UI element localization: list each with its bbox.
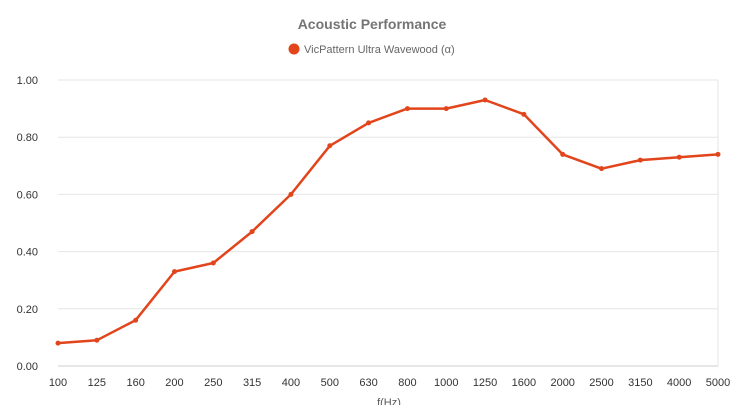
x-tick-label: 200 xyxy=(165,377,183,389)
gridlines xyxy=(58,79,719,367)
series-group xyxy=(55,97,721,346)
x-tick-label: 5000 xyxy=(706,377,730,389)
data-point-630[interactable] xyxy=(366,120,372,126)
data-point-1600[interactable] xyxy=(521,111,527,117)
data-point-1000[interactable] xyxy=(443,106,449,112)
x-tick-label: 3150 xyxy=(628,377,652,389)
data-point-500[interactable] xyxy=(327,143,333,149)
y-tick-label: 1.00 xyxy=(17,75,38,87)
data-point-3150[interactable] xyxy=(637,157,643,163)
x-tick-label: 500 xyxy=(321,377,339,389)
x-tick-label: 630 xyxy=(359,377,377,389)
x-tick-label: 315 xyxy=(243,377,261,389)
legend[interactable]: VicPattern Ultra Wavewood (α) xyxy=(288,43,455,57)
x-axis-label: f(Hz) xyxy=(377,397,401,405)
data-point-160[interactable] xyxy=(133,317,139,323)
x-tick-label: 1250 xyxy=(473,377,497,389)
x-tick-label: 2000 xyxy=(550,377,574,389)
data-point-200[interactable] xyxy=(171,269,177,275)
series-line xyxy=(56,98,720,345)
x-tick-label: 800 xyxy=(398,377,416,389)
y-tick-label: 0.60 xyxy=(17,189,38,201)
x-tick-label: 1600 xyxy=(512,377,536,389)
x-tick-label: 250 xyxy=(204,377,222,389)
x-tick-label: 4000 xyxy=(667,377,691,389)
data-point-800[interactable] xyxy=(404,106,410,112)
data-point-2000[interactable] xyxy=(560,151,566,157)
data-point-5000[interactable] xyxy=(715,151,721,157)
y-axis-ticks: 0.00 0.20 0.40 0.60 0.80 1.00 xyxy=(17,75,38,373)
x-tick-label: 125 xyxy=(88,377,106,389)
data-point-2500[interactable] xyxy=(599,166,605,172)
y-tick-label: 0.20 xyxy=(17,304,38,316)
x-tick-label: 160 xyxy=(126,377,144,389)
data-point-4000[interactable] xyxy=(676,154,682,160)
y-tick-label: 0.80 xyxy=(17,132,38,144)
data-point-100[interactable] xyxy=(55,340,61,346)
x-axis-ticks: 100 125 160 200 250 315 400 500 630 800 1000 1250 16… xyxy=(49,377,730,389)
legend-marker xyxy=(288,43,300,55)
y-tick-label: 0.00 xyxy=(17,361,38,373)
x-tick-label: 400 xyxy=(282,377,300,389)
x-tick-label: 100 xyxy=(49,377,67,389)
x-tick-label: 2500 xyxy=(589,377,613,389)
chart-title: Acoustic Performance xyxy=(298,16,447,32)
y-tick-label: 0.40 xyxy=(17,247,38,259)
data-point-1250[interactable] xyxy=(482,97,488,103)
data-point-400[interactable] xyxy=(288,191,294,197)
x-tick-label: 1000 xyxy=(434,377,458,389)
data-point-315[interactable] xyxy=(249,229,255,235)
legend-label: VicPattern Ultra Wavewood (α) xyxy=(304,44,455,56)
data-point-250[interactable] xyxy=(210,260,216,266)
data-point-125[interactable] xyxy=(94,337,100,343)
